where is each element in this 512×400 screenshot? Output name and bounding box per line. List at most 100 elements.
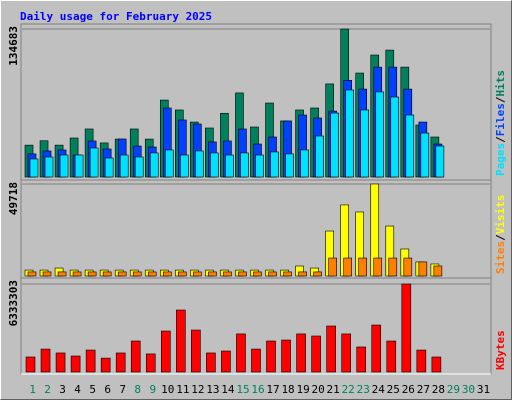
bar [285,153,294,178]
bar [255,154,264,178]
bar [236,333,246,373]
x-tick-label: 27 [417,383,430,396]
x-tick-label: 3 [59,383,66,396]
bar [134,156,144,178]
x-tick-label: 5 [89,383,96,396]
bar [119,154,129,178]
x-tick-label: 7 [119,383,126,396]
bar [328,257,337,277]
bar [270,151,279,178]
bar [55,352,66,373]
bar [330,112,339,178]
x-tick-label: 15 [236,383,249,396]
legend-entry: Hits [494,70,507,97]
x-tick-label: 18 [281,383,294,396]
bar [375,91,385,178]
x-tick-label: 11 [176,383,189,396]
bar [345,89,354,178]
x-tick-label: 31 [477,383,490,396]
legend: Sites/Visits [494,195,507,275]
y-tick-label: 6333303 [7,280,20,326]
bar [405,114,415,178]
bar [164,149,174,178]
bar [433,265,443,277]
x-tick-label: 23 [357,383,370,396]
bar [223,271,232,277]
x-tick-label: 30 [462,383,475,396]
bar [160,330,171,373]
x-tick-label: 26 [402,383,415,396]
bar [298,271,307,277]
bar [300,149,309,178]
x-tick-label: 25 [387,383,400,396]
legend: KBytes [494,330,507,370]
x-tick-label: 21 [327,383,340,396]
y-tick-label: 49718 [7,182,20,215]
bar [358,257,368,277]
bar [356,346,367,373]
x-tick-label: 12 [191,383,204,396]
bar [195,150,204,178]
bar [162,271,172,277]
bar [420,132,430,178]
bar [25,356,36,373]
bar [341,333,351,373]
bar [85,349,96,373]
bar [70,355,81,373]
bar [193,271,202,277]
x-tick-label: 14 [221,383,235,396]
bar [401,283,412,373]
bar [206,352,216,373]
chart-title: Daily usage for February 2025 [20,10,212,23]
legend-separator: / [494,136,507,143]
bar [145,353,156,373]
x-tick-label: 9 [149,383,156,396]
bar [74,154,84,178]
bar [283,271,292,277]
bar [388,257,398,277]
bar [27,271,37,277]
legend-entry: Visits [494,195,507,235]
bar [435,145,445,178]
bar [390,96,400,178]
bar [373,257,383,277]
legend-entry: KBytes [494,330,507,370]
bar [253,271,262,277]
bar [40,348,51,373]
bar [251,348,261,373]
legend-entry: Sites [494,241,507,274]
bar [147,271,157,277]
x-tick-label: 22 [342,383,355,396]
bar [210,152,219,178]
bar [386,340,397,373]
bar [176,309,186,373]
x-tick-label: 29 [447,383,460,396]
bar [268,271,277,277]
bar [100,357,111,373]
x-tick-label: 13 [206,383,219,396]
legend-entry: Files [494,103,507,136]
x-tick-label: 16 [251,383,264,396]
y-tick-label: 134683 [7,26,20,66]
bar [360,109,370,178]
bar [311,335,321,373]
bar [44,156,54,178]
bar [59,154,69,178]
x-tick-label: 2 [44,383,51,396]
x-tick-label: 4 [74,383,81,396]
bar [225,154,234,178]
bar [343,257,352,277]
bar [178,271,187,277]
legend: Pages/Files/Hits [494,70,507,176]
x-tick-label: 24 [372,383,386,396]
legend-separator: / [494,96,507,103]
x-tick-label: 8 [134,383,141,396]
bar [418,261,428,277]
panel [20,179,492,279]
x-tick-label: 28 [432,383,445,396]
x-tick-label: 19 [296,383,309,396]
x-tick-label: 6 [104,383,111,396]
bar [240,152,249,178]
bar [403,257,413,277]
bar [208,271,217,277]
